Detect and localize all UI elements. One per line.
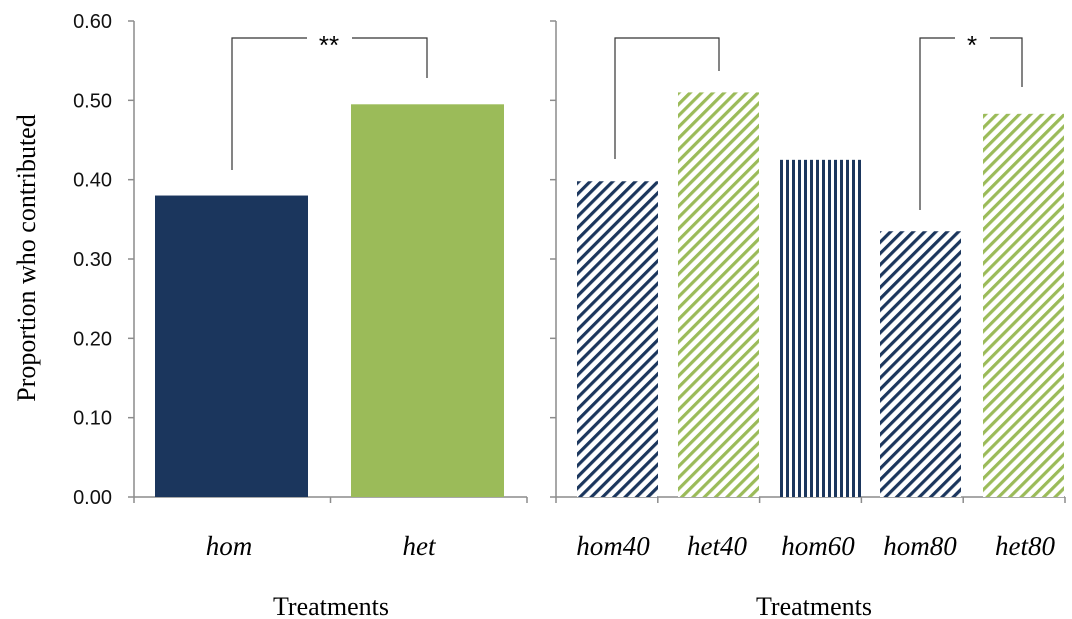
significance-bracket	[919, 37, 1023, 210]
significance-label: *	[967, 30, 977, 60]
bar-hom80	[880, 231, 961, 497]
x-tick-label-het80: het80	[995, 531, 1055, 561]
x-tick-label-hom80: hom80	[883, 531, 957, 561]
left-panel: 0.00 0.10 0.20 0.30 0.40 0.50 0.60 hom het ** T…	[73, 11, 528, 619]
y-tick-label: 0.30	[73, 249, 112, 271]
bar-hom40	[577, 181, 658, 497]
left-bars	[155, 104, 504, 498]
right-x-axis-title: Treatments	[756, 592, 872, 619]
y-tick-label: 0.60	[73, 11, 112, 33]
x-tick-label-hom60: hom60	[781, 531, 855, 561]
x-tick-label-hom: hom	[206, 531, 253, 561]
right-x-labels: hom40 het40 hom60 hom80 het80	[576, 531, 1055, 561]
right-bars	[577, 92, 1064, 498]
x-tick-label-het: het	[403, 531, 437, 561]
significance-bracket	[231, 37, 428, 170]
bar-het80	[983, 113, 1064, 497]
bar-hom	[155, 195, 308, 498]
bar-het	[351, 104, 504, 498]
significance-bracket	[614, 37, 720, 159]
y-tick-label: 0.40	[73, 170, 112, 192]
significance-label: **	[319, 30, 339, 60]
y-axis-title: Proportion who contributed	[12, 114, 41, 401]
left-y-ticks: 0.00 0.10 0.20 0.30 0.40 0.50 0.60	[73, 11, 528, 509]
y-tick-label: 0.50	[73, 90, 112, 112]
left-x-labels: hom het	[206, 531, 437, 561]
x-tick-label-het40: het40	[687, 531, 747, 561]
y-tick-label: 0.20	[73, 328, 112, 350]
bar-hom60	[780, 159, 861, 498]
bar-het40	[678, 92, 759, 498]
left-x-axis-title: Treatments	[273, 592, 389, 619]
y-tick-label: 0.00	[73, 487, 112, 509]
left-brackets: **	[231, 30, 428, 170]
x-tick-label-hom40: hom40	[576, 531, 650, 561]
y-tick-label: 0.10	[73, 408, 112, 430]
right-brackets: *	[614, 30, 1023, 210]
right-panel: hom40 het40 hom60 hom80 het80 * Treatments	[550, 20, 1066, 619]
